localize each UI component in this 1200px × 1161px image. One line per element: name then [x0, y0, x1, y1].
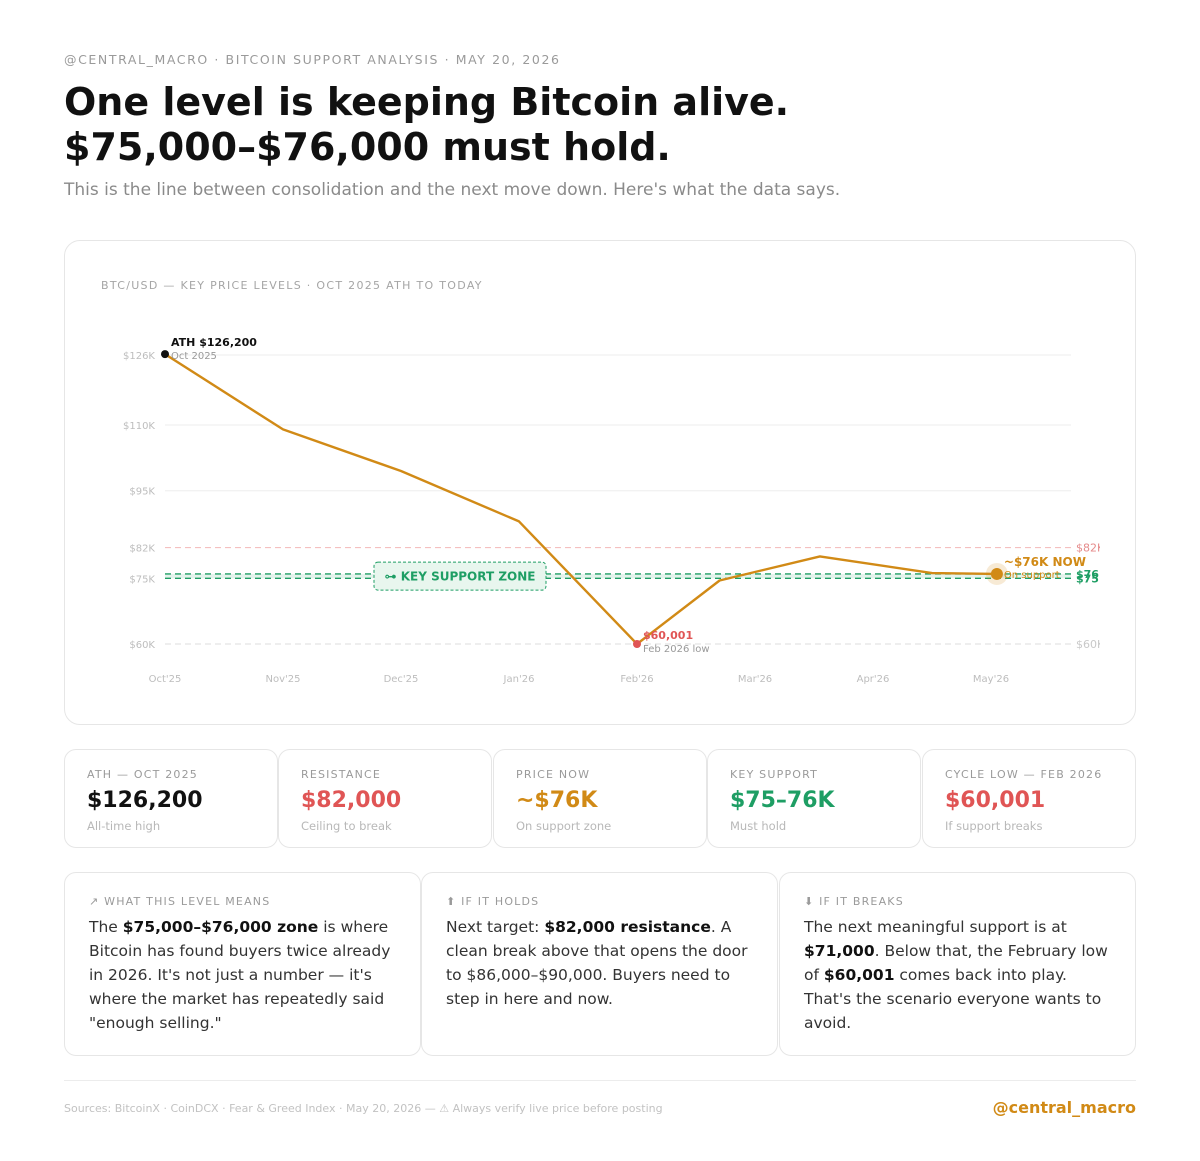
stat-caption: All-time high [87, 819, 161, 833]
emphasis-text: $71,000 [804, 942, 875, 960]
low-point [633, 639, 641, 648]
level-label: $76K [1076, 568, 1108, 581]
stat-caption: Ceiling to break [301, 819, 392, 833]
ath-label: ATH $126,200 [171, 336, 257, 349]
chart-card: $126K $110K $95K $82K $75K $60K $82K $76K $75K $6… [64, 240, 1136, 725]
emphasis-text: $60,001 [823, 966, 895, 984]
insight-card-label: ↗ WHAT THIS LEVEL MEANS [89, 895, 271, 908]
y-tick-label: $82K [129, 544, 155, 555]
insight-card-body: The next meaningful support is at $71,00… [804, 915, 1113, 1035]
footer-divider [64, 1080, 1136, 1081]
footer-handle[interactable]: @central_macro [992, 1098, 1136, 1117]
headline-line-1: One level is keeping Bitcoin alive. [64, 80, 790, 124]
stat-value: $126,200 [87, 788, 203, 813]
body-text: . Below that, the February low of [804, 942, 1108, 984]
stat-label: PRICE NOW [516, 768, 591, 781]
stat-value: $75–76K [730, 788, 835, 813]
x-tick-label: May'26 [973, 674, 1009, 685]
body-text: The [89, 918, 123, 936]
body-text: . A clean break above that opens the doo… [446, 918, 748, 1008]
ath-point [161, 350, 169, 359]
stat-caption: On support zone [516, 819, 612, 833]
y-tick-label: $95K [129, 487, 155, 498]
level-label: $75K [1076, 572, 1108, 585]
headline: One level is keeping Bitcoin alive. $75,… [64, 80, 789, 170]
y-tick-label: $60K [129, 640, 155, 651]
chart-title: BTC/USD — KEY PRICE LEVELS · OCT 2025 AT… [101, 279, 483, 292]
emphasis-text: $82,000 resistance [544, 918, 711, 936]
insight-card: ⬆ IF IT HOLDS Next target: $82,000 resist… [421, 872, 778, 1056]
stat-label: RESISTANCE [301, 768, 382, 781]
insight-card-label: ⬇ IF IT BREAKS [804, 895, 904, 908]
support-zone-badge [373, 561, 547, 591]
header-meta: @CENTRAL_MACRO · BITCOIN SUPPORT ANALYSI… [64, 52, 561, 67]
stat-card: PRICE NOW ~$76K On support zone [493, 749, 707, 848]
body-text: Next target: [446, 918, 545, 936]
level-label: $82K [1076, 542, 1105, 555]
x-tick-label: Apr'26 [857, 674, 890, 685]
now-label: ~$76K NOW [1004, 555, 1086, 569]
x-tick-label: Oct'25 [149, 674, 182, 685]
x-tick-label: Feb'26 [620, 674, 653, 685]
stat-label: ATH — OCT 2025 [87, 768, 199, 781]
subtitle: This is the line between consolidation a… [64, 180, 841, 200]
stat-value: $82,000 [301, 788, 402, 813]
x-tick-label: Nov'25 [266, 674, 301, 685]
insight-cards: ↗ WHAT THIS LEVEL MEANS The $75,000–$76,0… [64, 872, 1136, 1056]
price-chart: $126K$110K$95K$82K$75K$60K$82K$76K$75K$6… [123, 336, 1108, 685]
price-line [163, 352, 999, 646]
support-zone-band [165, 573, 1071, 579]
insight-card: ⬇ IF IT BREAKS The next meaningful suppor… [779, 872, 1136, 1056]
emphasis-text: $75,000–$76,000 zone [122, 918, 319, 936]
headline-line-2: $75,000–$76,000 must hold. [64, 125, 671, 169]
level-label: $60K [1076, 638, 1105, 651]
body-text: The next meaningful support is at [804, 918, 1067, 936]
y-tick-label: $110K [123, 421, 155, 432]
stat-card: CYCLE LOW — FEB 2026 $60,001 If support br… [922, 749, 1136, 848]
insight-card: ↗ WHAT THIS LEVEL MEANS The $75,000–$76,0… [64, 872, 421, 1056]
y-tick-label: $126K [123, 351, 155, 362]
sources-note: Sources: BitcoinX · CoinDCX · Fear & Gre… [64, 1102, 663, 1115]
x-tick-label: Jan'26 [503, 674, 535, 685]
insight-card-body: The $75,000–$76,000 zone is where Bitcoi… [89, 915, 398, 1035]
low-date: Feb 2026 low [643, 644, 710, 655]
stat-value: $60,001 [945, 788, 1046, 813]
now-sub: On support [1004, 570, 1060, 581]
low-label: $60,001 [643, 629, 693, 642]
stat-label: CYCLE LOW — FEB 2026 [945, 768, 1103, 781]
stat-caption: If support breaks [945, 819, 1043, 833]
stat-card: ATH — OCT 2025 $126,200 All-time high [64, 749, 278, 848]
stat-caption: Must hold [730, 819, 787, 833]
support-zone-label: ⊶ KEY SUPPORT ZONE [385, 570, 536, 584]
body-text: is where Bitcoin has found buyers twice … [89, 918, 391, 1032]
y-tick-label: $75K [129, 574, 155, 585]
stat-value: ~$76K [516, 788, 598, 813]
insight-card-label: ⬆ IF IT HOLDS [446, 895, 540, 908]
insight-card-body: Next target: $82,000 resistance. A clean… [446, 915, 755, 1011]
x-tick-label: Dec'25 [384, 674, 419, 685]
ath-date: Oct 2025 [171, 351, 217, 362]
now-point [990, 567, 1003, 580]
stat-label: KEY SUPPORT [730, 768, 819, 781]
x-tick-label: Mar'26 [738, 674, 772, 685]
body-text: comes back into play. That's the scenari… [804, 966, 1102, 1032]
stats-row: ATH — OCT 2025 $126,200 All-time high RESIS… [64, 749, 1136, 848]
stat-card: KEY SUPPORT $75–76K Must hold [707, 749, 921, 848]
stat-card: RESISTANCE $82,000 Ceiling to break [278, 749, 492, 848]
